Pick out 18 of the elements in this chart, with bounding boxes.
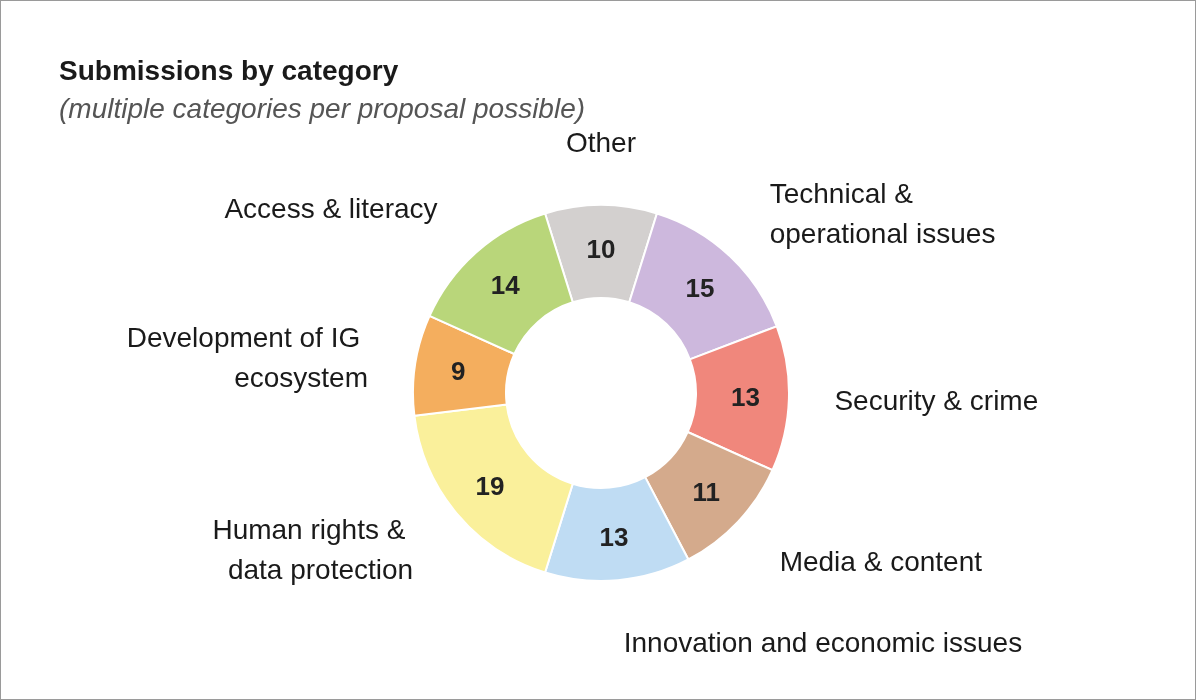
data-label: 15 [685,272,715,303]
data-label: 11 [692,477,720,508]
data-label: 19 [475,470,505,501]
data-label: 13 [599,521,629,552]
slice-label: Development of IG ecosystem [126,322,368,394]
slice-label: Media & content [779,545,983,577]
slice-label: Technical & operational issues [769,178,996,250]
data-label: 9 [450,356,466,387]
slice-label: Human rights & data protection [212,514,414,586]
data-label: 10 [586,233,616,264]
data-label: 14 [490,269,521,300]
slice-label: Access & literacy [224,193,438,225]
slice-label: Innovation and economic issues [623,627,1023,659]
chart-subtitle: (multiple categories per proposal possible) [59,92,586,124]
chart-title: Submissions by category [59,54,399,86]
data-label: 13 [730,382,760,413]
slice-label: Other [565,126,637,158]
slice-label: Security & crime [834,384,1039,416]
